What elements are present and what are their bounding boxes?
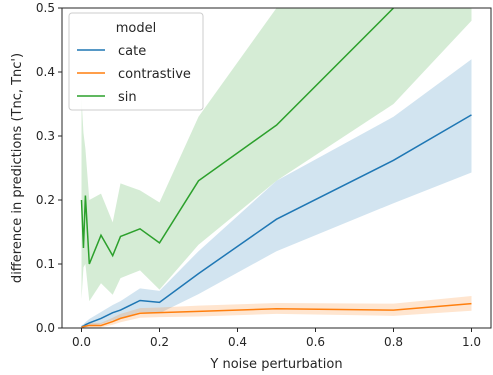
series-line-sin [80,8,395,265]
legend-title: model [116,21,156,36]
legend-label-cate: cate [118,44,146,59]
plot-frame [61,7,492,329]
legend-label-contrastive: contrastive [118,67,191,82]
x-tick-label: 0.0 [72,335,91,349]
x-axis: 0.0 0.2 0.4 0.6 0.8 1.0 [72,328,481,349]
series-line-contrastive [81,302,472,328]
x-tick-label: 0.6 [306,335,325,349]
legend-label-sin: sin [118,90,137,105]
y-tick-label: 0.4 [36,65,55,79]
y-axis-label: difference in predictions (Tnc, Tnc') [10,53,25,283]
x-tick-label: 0.2 [150,335,169,349]
y-tick-label: 0.3 [36,129,55,143]
series-line-cate [81,114,472,328]
y-tick-label: 0.1 [36,257,55,271]
series-lines [80,8,472,328]
confidence-bands [81,8,472,328]
x-tick-label: 0.8 [384,335,403,349]
x-tick-label: 1.0 [462,335,481,349]
y-tick-label: 0.0 [36,321,55,335]
band-sin [81,8,472,302]
x-tick-label: 0.4 [228,335,247,349]
band-contrastive [81,296,472,328]
x-axis-label: Y noise perturbation [209,357,342,372]
y-axis: 0.0 0.1 0.2 0.3 0.4 0.5 [36,1,62,335]
legend-box [68,12,204,111]
band-cate [81,59,472,328]
y-tick-label: 0.5 [36,1,55,15]
legend: model cate contrastive sin [68,12,204,111]
y-tick-label: 0.2 [36,193,55,207]
